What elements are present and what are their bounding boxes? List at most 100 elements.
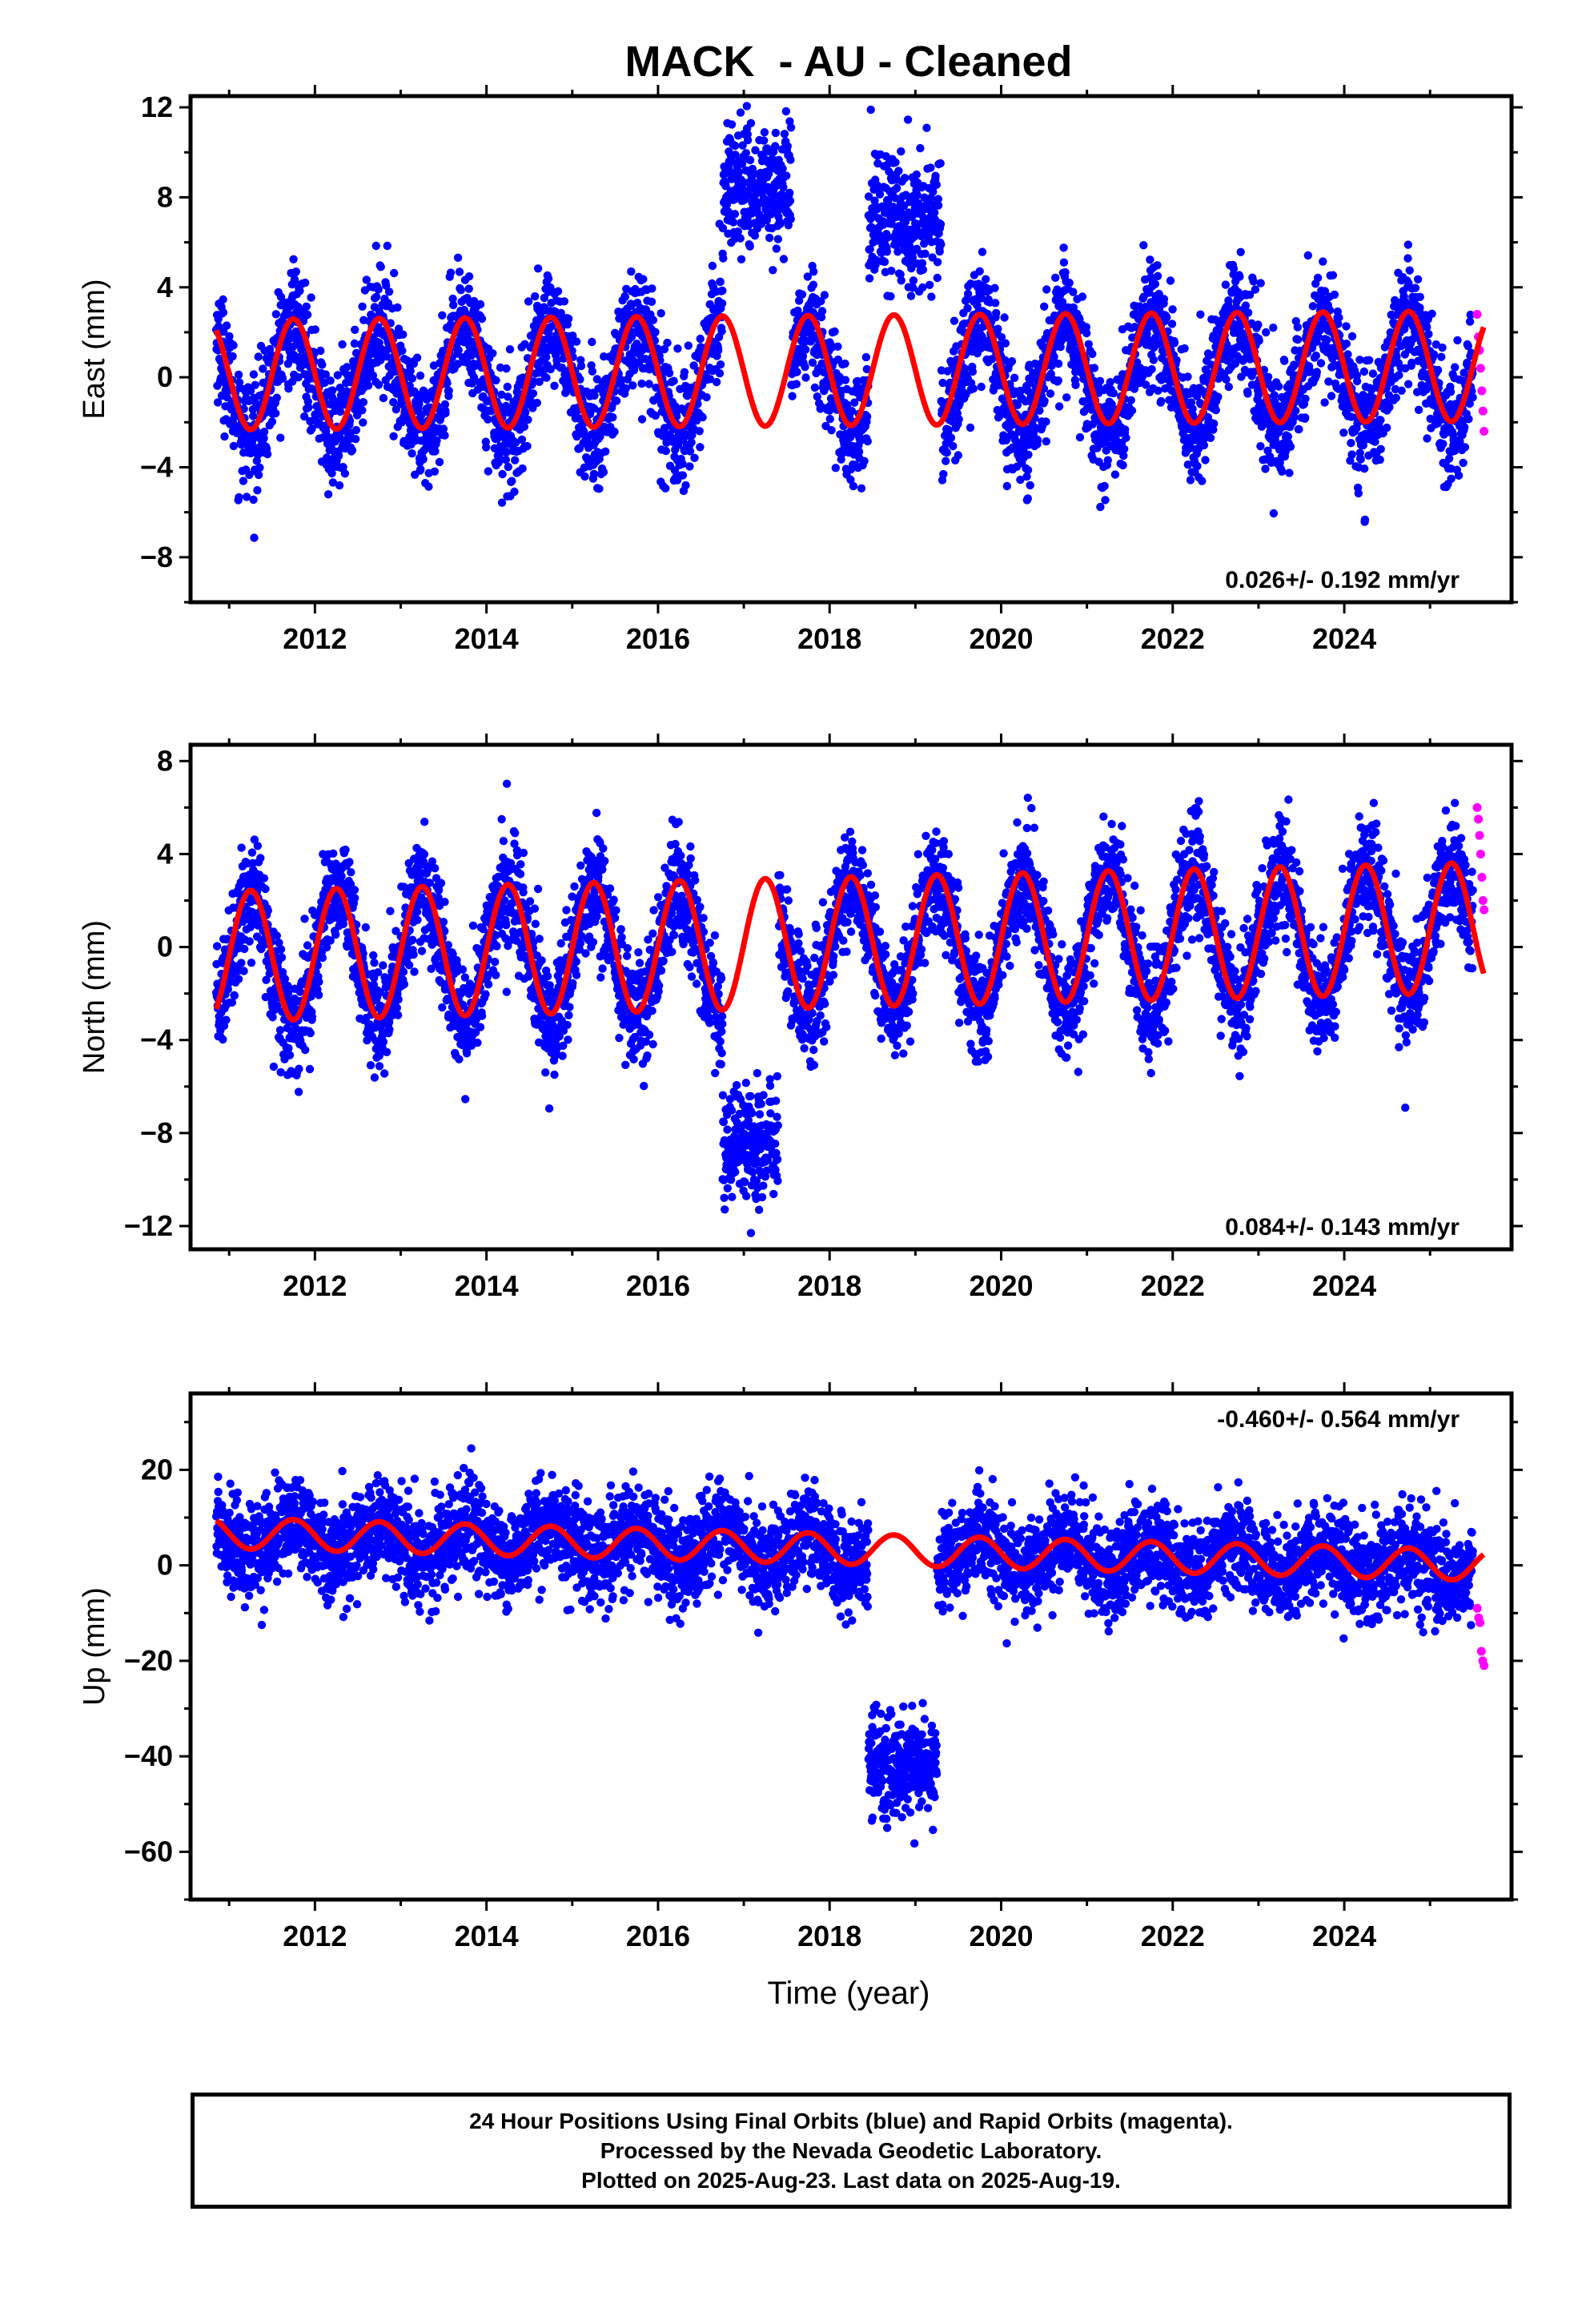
east-final-orbit-point [1127,406,1137,415]
east-final-orbit-point [897,147,905,156]
east-final-orbit-point [765,233,774,243]
east-final-orbit-point [1383,423,1391,432]
east-final-orbit-point [1359,367,1369,376]
east-final-orbit-point [894,167,903,175]
east-final-orbit-point [1025,379,1034,388]
east-final-orbit-point [821,421,830,431]
east-final-orbit-point [1347,439,1355,448]
east-final-orbit-point [482,443,491,452]
east-final-orbit-point [1460,443,1470,452]
east-final-orbit-point [648,284,656,293]
east-final-orbit-point [892,183,901,193]
east-final-orbit-point [929,187,938,196]
east-final-orbit-point [520,422,529,431]
east-final-orbit-point [1118,460,1127,470]
north-plot-area [211,779,1489,1237]
east-final-orbit-point [745,242,754,251]
east-final-orbit-point [259,434,268,443]
east-final-orbit-point [278,374,287,383]
east-final-orbit-point [656,309,665,318]
east-final-orbit-point [718,286,727,296]
east-final-orbit-point [284,384,293,393]
east-final-orbit-point [359,418,367,427]
east-final-orbit-point [1285,468,1294,477]
east-final-orbit-point [1147,364,1156,374]
east-final-orbit-point [862,364,872,374]
east-final-orbit-point [1023,465,1033,475]
east-final-orbit-point [801,373,810,382]
east-final-orbit-point [1444,454,1454,463]
east-final-orbit-point [1453,336,1462,345]
east-final-orbit-point [291,267,300,276]
east-final-orbit-point [350,339,359,348]
east-rapid-orbit-point [1478,406,1488,416]
east-final-orbit-point [1186,476,1195,485]
east-final-orbit-point [673,344,682,353]
east-final-orbit-point [1447,474,1456,483]
east-final-orbit-point [1459,458,1468,468]
east-final-orbit-point [772,244,781,253]
east-final-orbit-point [439,346,448,356]
east-final-orbit-point [455,267,464,276]
east-final-orbit-point [476,300,485,309]
east-final-orbit-point [502,364,511,373]
east-final-orbit-point [920,239,929,248]
east-final-orbit-point [1054,402,1064,411]
east-final-orbit-point [276,433,285,442]
east-final-orbit-point [738,141,747,150]
panel-north: 2012 2014 2016 2018 2020 2022 2024−12−8−4048No… [78,734,1523,1302]
east-final-orbit-point [950,316,959,325]
east-final-orbit-point [936,159,945,168]
east-final-orbit-point [430,467,440,476]
east-final-orbit-point [1308,302,1318,311]
east-final-orbit-point [1010,373,1019,382]
east-final-orbit-point [239,476,248,485]
east-final-orbit-point [251,380,259,389]
east-final-orbit-point [512,438,520,447]
east-final-orbit-point [896,270,905,279]
east-final-orbit-point [942,456,950,465]
east-final-orbit-point [942,448,952,457]
east-final-orbit-point [379,393,388,403]
east-final-orbit-point [758,187,767,196]
east-frame [188,94,1514,605]
east-final-orbit-point [918,265,928,274]
east-final-orbit-point [580,472,589,481]
east-final-orbit-point [1460,423,1469,432]
east-final-orbit-point [935,247,944,256]
east-final-orbit-point [371,241,380,251]
east-rapid-orbit-point [1480,427,1489,436]
east-final-orbit-point [1328,271,1338,279]
east-final-orbit-point [271,408,280,418]
east-final-orbit-point [1413,275,1423,283]
east-final-orbit-point [542,373,551,382]
east-final-orbit-point [932,180,942,189]
east-final-orbit-point [742,102,751,111]
east-final-orbit-point [771,142,780,151]
east-final-orbit-point [1139,241,1148,250]
east-final-orbit-point [992,308,1001,318]
east-final-orbit-point [289,255,298,263]
east-final-orbit-point [431,447,440,456]
figure-title: MACK - AU - Cleaned [624,38,1072,86]
east-final-orbit-point [553,287,563,296]
east-final-orbit-point [382,281,391,290]
east-final-orbit-point [620,292,630,301]
east-final-orbit-point [1172,356,1181,364]
east-final-orbit-point [1371,437,1379,446]
east-final-orbit-point [229,341,238,350]
east-final-orbit-point [793,368,801,376]
east-final-orbit-point [1100,481,1109,491]
east-final-orbit-point [978,247,987,256]
east-final-orbit-point [216,373,226,383]
east-final-orbit-point [769,266,777,275]
east-final-orbit-point [1059,243,1068,252]
east-final-orbit-point [944,425,954,435]
east-y-axis-label: East (mm) [78,279,111,419]
east-final-orbit-point [560,297,569,306]
east-final-orbit-point [627,267,636,276]
east-final-orbit-point [484,415,492,424]
east-final-orbit-point [1454,471,1464,480]
east-final-orbit-point [405,381,414,390]
east-final-orbit-point [1150,279,1160,288]
